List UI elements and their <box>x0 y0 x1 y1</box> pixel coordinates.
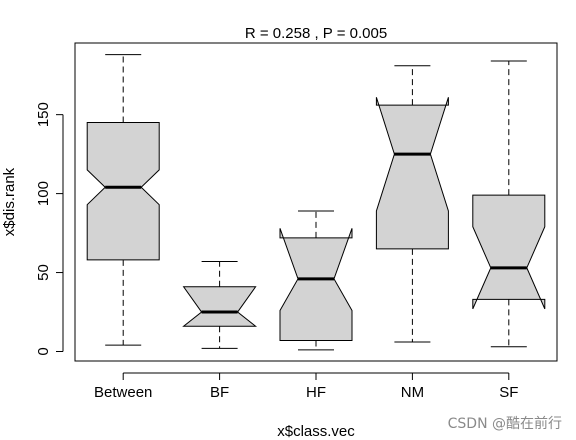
y-tick-label: 0 <box>35 347 52 355</box>
box-sf <box>472 60 546 348</box>
notched-box <box>472 194 546 310</box>
y-tick-label: 50 <box>35 264 52 281</box>
notched-box <box>182 286 258 327</box>
box-bf <box>182 261 258 349</box>
x-tick-label: NM <box>401 384 424 401</box>
y-axis: 0 50 100 150 <box>35 102 64 356</box>
x-axis-label: x$class.vec <box>277 423 355 440</box>
box-between <box>86 54 160 346</box>
x-axis: Between BF HF NM SF <box>94 372 518 401</box>
plot-frame <box>74 42 558 362</box>
chart-title: R = 0.258 , P = 0.005 <box>245 25 387 42</box>
notched-box <box>375 97 449 250</box>
notched-box <box>279 228 353 341</box>
x-tick-label: SF <box>499 384 518 401</box>
box-hf <box>279 210 353 351</box>
x-tick-label: Between <box>94 384 152 401</box>
x-tick-label: BF <box>210 384 229 401</box>
y-tick-label: 150 <box>35 102 52 127</box>
watermark: CSDN @酷在前行 <box>448 415 562 432</box>
y-tick-label: 100 <box>35 181 52 206</box>
box-nm <box>375 65 449 343</box>
notched-box <box>86 122 160 261</box>
y-axis-label: x$dis.rank <box>1 167 18 236</box>
x-tick-label: HF <box>306 384 326 401</box>
box-group <box>86 54 546 351</box>
